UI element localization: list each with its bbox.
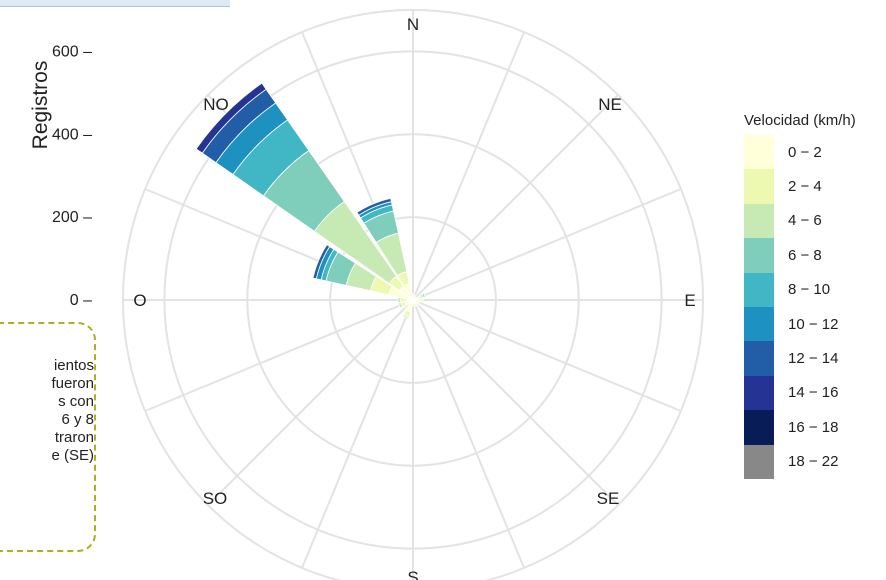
annotation-box: [0, 322, 96, 552]
legend-label: 12 − 14: [788, 350, 839, 368]
legend-swatch: [744, 444, 774, 479]
top-bar: [0, 0, 230, 7]
sector-bar-segment: [195, 82, 267, 154]
legend-items: 0 − 2 2 − 4 4 − 6 6 − 8 8 − 10 10 − 12 12 − 14…: [744, 135, 856, 479]
grid-spoke: [412, 299, 525, 569]
direction-labels: N NE E SE S SO O NO: [133, 15, 695, 580]
direction-label: E: [684, 291, 695, 310]
legend-item: 14 − 16: [744, 375, 856, 411]
legend-item: 2 − 4: [744, 169, 856, 204]
sector-bars: [195, 82, 426, 320]
legend-swatch: [744, 203, 774, 239]
legend-label: 6 − 8: [788, 246, 822, 264]
sector-bar-segment: [415, 302, 420, 307]
direction-label: NE: [598, 95, 622, 114]
sector-bar-segment: [421, 292, 426, 299]
sector-bar-segment: [402, 314, 410, 320]
legend-item: 18 − 22: [744, 444, 856, 479]
legend-swatch: [744, 375, 774, 411]
legend-item: 12 − 14: [744, 341, 856, 376]
legend-swatch: [744, 135, 774, 170]
legend-label: 0 − 2: [788, 143, 822, 161]
direction-label: SE: [597, 489, 620, 508]
grid-circle: [246, 133, 580, 467]
grid-spoke: [301, 299, 414, 569]
annotation-text: ientos fueron s con 6 y 8 traron e (SE): [51, 357, 94, 464]
legend-label: 18 − 22: [788, 453, 839, 471]
legend-label: 10 − 12: [788, 315, 839, 333]
legend-label: 2 − 4: [788, 178, 822, 196]
sector-bar-segment: [312, 244, 331, 280]
legend-label: 14 − 16: [788, 384, 839, 402]
legend-swatch: [744, 238, 774, 273]
grid-circle: [329, 216, 497, 384]
legend-item: 4 − 6: [744, 203, 856, 239]
legend-label: 16 − 18: [788, 418, 839, 436]
sector-bar-segment: [411, 293, 415, 297]
grid-spoke: [412, 31, 525, 301]
legend-title: Velocidad (km/h): [744, 112, 856, 129]
legend-label: 8 − 10: [788, 281, 831, 299]
sector-bar-segment: [403, 303, 410, 310]
grid-spoke: [412, 299, 619, 506]
direction-label: NO: [203, 95, 229, 114]
radial-tick-label: 0 –: [70, 292, 92, 309]
legend-item: 10 − 12: [744, 306, 856, 342]
legend-item: 6 − 8: [744, 238, 856, 273]
grid-circle: [122, 9, 704, 580]
legend-label: 4 − 6: [788, 212, 822, 230]
sector-bar-segment: [356, 197, 392, 216]
legend-swatch: [744, 272, 774, 307]
radial-axis: 0 – 200 – 400 – 600 –: [52, 43, 92, 309]
legend-item: 8 − 10: [744, 272, 856, 307]
direction-label: S: [407, 568, 418, 580]
grid-spoke: [412, 299, 682, 412]
direction-label: SO: [203, 489, 228, 508]
sector-bar-segment: [413, 294, 417, 298]
sector-bar-segment: [421, 297, 425, 303]
radial-tick-label: 600 –: [52, 43, 92, 60]
legend-item: 0 − 2: [744, 135, 856, 170]
legend-swatch: [744, 306, 774, 342]
sector-bar-segment: [413, 302, 418, 307]
legend-item: 16 − 18: [744, 410, 856, 445]
legend-swatch: [744, 341, 774, 376]
grid-spoke: [412, 94, 619, 301]
direction-label: N: [407, 15, 419, 34]
y-axis-label: Registros: [29, 61, 52, 150]
grid-spoke: [144, 299, 414, 412]
grid-spoke: [412, 188, 682, 301]
radial-tick-label: 200 –: [52, 209, 92, 226]
grid-circle: [163, 50, 663, 550]
legend: Velocidad (km/h) 0 − 2 2 − 4 4 − 6 6 − 8 8 −…: [744, 112, 856, 479]
sector-bar-segment: [397, 302, 404, 309]
legend-swatch: [744, 410, 774, 445]
direction-label: O: [133, 291, 146, 310]
radial-tick-label: 400 –: [52, 126, 92, 143]
sector-bar-segment: [397, 296, 402, 304]
grid-spoke: [207, 299, 414, 506]
legend-swatch: [744, 169, 774, 204]
